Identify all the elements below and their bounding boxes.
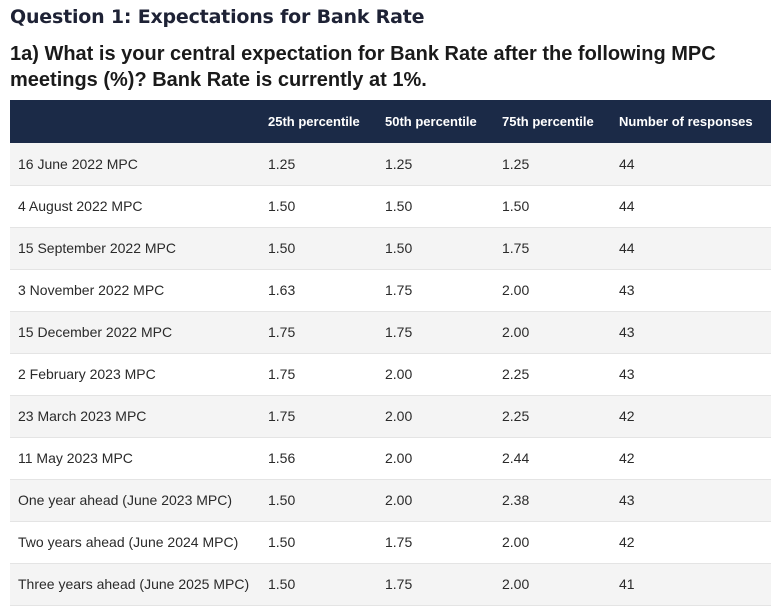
p50-cell: 1.50 (385, 240, 413, 256)
responses-cell: 43 (619, 324, 635, 340)
p25-cell: 1.50 (268, 576, 296, 592)
p25-cell: 1.50 (268, 492, 296, 508)
responses-cell: 41 (619, 576, 635, 592)
p25-cell: 1.75 (268, 324, 296, 340)
p75-cell: 1.25 (502, 155, 530, 172)
p25-cell: 1.75 (268, 366, 296, 382)
header-number-of-responses: Number of responses (619, 114, 753, 129)
table-row: 15 December 2022 MPC 1.75 1.75 2.00 43 (10, 311, 771, 353)
question-text: 1a) What is your central expectation for… (10, 43, 716, 91)
meeting-cell: 4 August 2022 MPC (18, 198, 143, 214)
responses-cell: 42 (619, 450, 635, 466)
p25-cell: 1.25 (268, 155, 296, 172)
table-row: 4 August 2022 MPC 1.50 1.50 1.50 44 (10, 185, 771, 227)
responses-cell: 44 (619, 240, 635, 256)
p50-cell: 2.00 (385, 492, 413, 508)
p75-cell: 2.44 (502, 450, 530, 466)
p75-cell: 2.25 (502, 408, 530, 424)
p50-cell: 1.25 (385, 155, 413, 172)
p25-cell: 1.50 (268, 198, 296, 214)
p50-cell: 2.00 (385, 408, 413, 424)
p25-cell: 1.75 (268, 408, 296, 424)
header-meeting (10, 100, 260, 143)
p75-cell: 2.00 (502, 576, 530, 592)
p25-cell: 1.50 (268, 534, 296, 550)
p50-cell: 2.00 (385, 366, 413, 382)
responses-cell: 43 (619, 366, 635, 382)
p75-cell: 1.50 (502, 198, 530, 214)
meeting-cell: One year ahead (June 2023 MPC) (18, 492, 233, 508)
p50-cell: 2.00 (385, 450, 413, 466)
table-row: 15 September 2022 MPC 1.50 1.50 1.75 44 (10, 227, 771, 269)
expectations-table: 25th percentile 50th percentile 75th per… (10, 100, 771, 606)
p75-cell: 1.75 (502, 240, 530, 256)
responses-cell: 42 (619, 534, 635, 550)
meeting-cell: 3 November 2022 MPC (18, 282, 165, 298)
table-row: 16 June 2022 MPC 1.25 1.25 1.25 44 (10, 143, 771, 185)
responses-cell: 42 (619, 408, 635, 424)
p75-cell: 2.00 (502, 534, 530, 550)
meeting-cell: 11 May 2023 MPC (18, 450, 133, 466)
meeting-cell: Two years ahead (June 2024 MPC) (18, 534, 239, 550)
table-row: One year ahead (June 2023 MPC) 1.50 2.00 2.… (10, 479, 771, 521)
p25-cell: 1.63 (268, 282, 296, 298)
meeting-cell: Three years ahead (June 2025 MPC) (18, 576, 250, 592)
p75-cell: 2.00 (502, 282, 530, 298)
p50-cell: 1.50 (385, 198, 413, 214)
header-50th-percentile: 50th percentile (385, 114, 477, 129)
p50-cell: 1.75 (385, 324, 413, 340)
p50-cell: 1.75 (385, 576, 413, 592)
p75-cell: 2.00 (502, 324, 530, 340)
table-row: Two years ahead (June 2024 MPC) 1.50 1.75 2… (10, 521, 771, 563)
meeting-cell: 15 December 2022 MPC (18, 324, 173, 340)
meeting-cell: 23 March 2023 MPC (18, 408, 147, 424)
p75-cell: 2.25 (502, 366, 530, 382)
responses-cell: 43 (619, 282, 635, 298)
meeting-cell: 16 June 2022 MPC (18, 155, 138, 172)
responses-cell: 43 (619, 492, 635, 508)
header-25th-percentile: 25th percentile (268, 114, 360, 129)
meeting-cell: 15 September 2022 MPC (18, 240, 176, 256)
table-row: 23 March 2023 MPC 1.75 2.00 2.25 42 (10, 395, 771, 437)
table-row: Three years ahead (June 2025 MPC) 1.50 1.7… (10, 563, 771, 605)
table-header-row: 25th percentile 50th percentile 75th per… (10, 100, 771, 143)
meeting-cell: 2 February 2023 MPC (18, 366, 156, 382)
section-title: Question 1: Expectations for Bank Rate (10, 6, 425, 28)
p25-cell: 1.56 (268, 450, 296, 466)
p25-cell: 1.50 (268, 240, 296, 256)
table-row: 11 May 2023 MPC 1.56 2.00 2.44 42 (10, 437, 771, 479)
p50-cell: 1.75 (385, 534, 413, 550)
header-75th-percentile: 75th percentile (502, 114, 594, 129)
table-body: 16 June 2022 MPC 1.25 1.25 1.25 44 4 August 2… (10, 143, 771, 605)
p50-cell: 1.75 (385, 282, 413, 298)
table-row: 3 November 2022 MPC 1.63 1.75 2.00 43 (10, 269, 771, 311)
responses-cell: 44 (619, 198, 635, 214)
table-row: 2 February 2023 MPC 1.75 2.00 2.25 43 (10, 353, 771, 395)
p75-cell: 2.38 (502, 492, 530, 508)
responses-cell: 44 (619, 155, 635, 172)
